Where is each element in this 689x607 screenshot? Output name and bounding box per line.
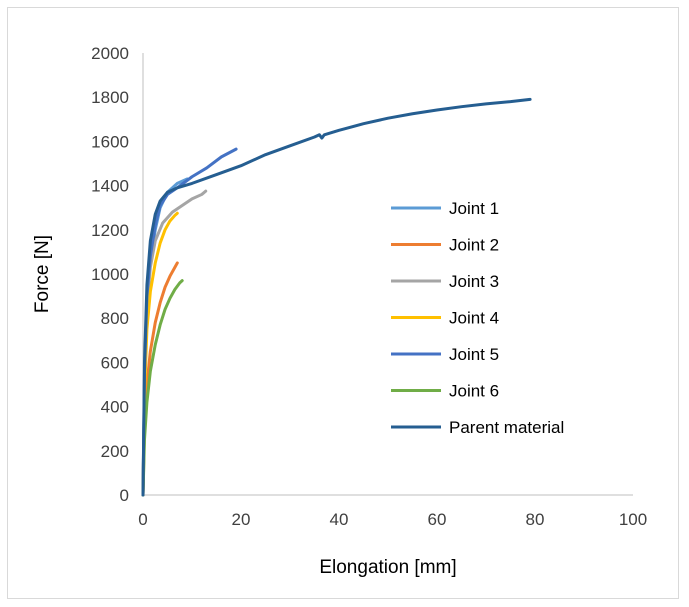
y-tick-label: 600 <box>101 353 129 372</box>
x-tick-label: 20 <box>232 510 251 529</box>
y-tick-label: 0 <box>120 486 129 505</box>
legend-label-5: Joint 5 <box>449 345 499 364</box>
y-tick-label: 2000 <box>91 44 129 63</box>
y-axis-ticks: 0 200 400 600 800 1000 1200 1400 1600 1800 2000 <box>91 44 129 505</box>
line-chart: 0 200 400 600 800 1000 1200 1400 1600 1800 2000 0 2… <box>32 44 647 578</box>
legend-label-6: Joint 6 <box>449 382 499 401</box>
y-tick-label: 1000 <box>91 265 129 284</box>
legend-label-1: Joint 1 <box>449 199 499 218</box>
legend-label-7: Parent material <box>449 418 564 437</box>
y-tick-label: 1800 <box>91 88 129 107</box>
y-axis-title: Force [N] <box>32 235 53 313</box>
series-line-7 <box>141 97 532 497</box>
x-tick-label: 60 <box>428 510 447 529</box>
legend-label-2: Joint 2 <box>449 236 499 255</box>
x-axis-ticks: 0 20 40 60 80 100 <box>138 510 647 529</box>
x-tick-label: 40 <box>330 510 349 529</box>
y-tick-label: 200 <box>101 442 129 461</box>
series-line-6 <box>141 279 184 497</box>
series-group <box>141 97 532 497</box>
chart-frame: 0 200 400 600 800 1000 1200 1400 1600 1800 2000 0 2… <box>7 7 679 599</box>
y-tick-label: 1200 <box>91 221 129 240</box>
legend-label-3: Joint 3 <box>449 272 499 291</box>
y-tick-label: 800 <box>101 309 129 328</box>
series-line-1 <box>141 177 189 497</box>
y-tick-label: 1400 <box>91 177 129 196</box>
y-tick-label: 400 <box>101 398 129 417</box>
x-axis-title: Elongation [mm] <box>319 557 456 578</box>
legend: Joint 1 Joint 2 Joint 3 Joint 4 Joint 5 Joint… <box>391 199 564 437</box>
x-tick-label: 0 <box>138 510 147 529</box>
x-tick-label: 100 <box>619 510 647 529</box>
y-tick-label: 1600 <box>91 132 129 151</box>
legend-label-4: Joint 4 <box>449 309 499 328</box>
x-tick-label: 80 <box>526 510 545 529</box>
